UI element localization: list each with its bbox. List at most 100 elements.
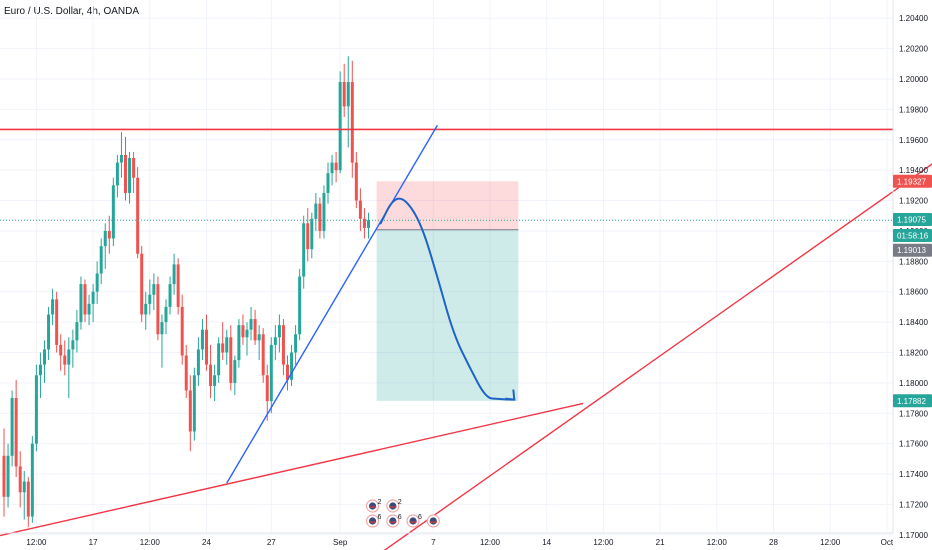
flag-stripe (429, 521, 437, 523)
candle (302, 215, 306, 289)
time-tick-label: 12:00 (820, 538, 841, 547)
candle (225, 329, 229, 365)
candle-body (10, 398, 14, 456)
candle-body (241, 325, 245, 338)
candle-body (200, 329, 204, 350)
candle (200, 319, 204, 361)
candle (205, 314, 208, 371)
candle-body (225, 337, 229, 353)
candle-body (354, 162, 358, 201)
candle (209, 344, 213, 399)
flag-stripe (409, 521, 417, 523)
candle-body (326, 173, 330, 193)
candle-body (180, 306, 184, 356)
candle-body (26, 481, 30, 517)
flag-icon (368, 502, 377, 510)
event-marker[interactable]: 2 (386, 499, 402, 513)
flag-stripe (389, 521, 397, 523)
candle (241, 314, 245, 345)
economic-events[interactable]: 2 2 6 6 6 (365, 499, 440, 528)
candle-body (30, 443, 34, 517)
trendline[interactable] (348, 159, 932, 550)
candle-body (196, 349, 200, 376)
event-count: 6 (398, 514, 402, 521)
price-tag (893, 228, 932, 242)
candle (358, 188, 362, 231)
candle (87, 294, 91, 326)
candle (330, 154, 334, 186)
time-tick-label: 12:00 (480, 538, 501, 547)
candle (172, 253, 176, 295)
candle-body (18, 466, 22, 493)
candle-body (306, 223, 310, 250)
price-tick-label: 1.18600 (899, 288, 928, 297)
time-axis[interactable]: 12:00 17 12:00 24 27 Sep 7 12:00 14 12:00 21 12:00 2… (0, 532, 894, 547)
price-tag-label: 1.19013 (897, 246, 926, 255)
candle (144, 291, 148, 330)
candle-body (67, 349, 71, 365)
candle-body (172, 264, 176, 285)
trendline[interactable] (0, 402, 584, 537)
candle (362, 208, 366, 239)
candle-body (152, 284, 156, 295)
time-tick-label: 21 (656, 538, 665, 547)
candle-body (79, 284, 83, 323)
event-marker[interactable]: 6 (365, 514, 382, 528)
candle (30, 436, 34, 523)
candle (79, 276, 83, 330)
price-tag (893, 174, 932, 188)
flag-stripe (368, 521, 377, 523)
forecast-curve[interactable] (379, 197, 516, 401)
candle (136, 167, 140, 259)
event-marker[interactable]: 2 (365, 499, 382, 513)
time-tick-label: 7 (431, 538, 436, 547)
chart-title: Euro / U.S. Dollar, 4h, OANDA (4, 6, 140, 17)
candle (196, 337, 200, 386)
time-tick-label: 27 (267, 538, 276, 547)
candle (281, 319, 285, 376)
candle (47, 306, 51, 361)
candle (160, 314, 164, 368)
candle (326, 162, 330, 204)
price-tag-label: 01:58:16 (897, 231, 929, 240)
candle-body (257, 334, 261, 341)
candle-body (314, 203, 318, 219)
price-tick-label: 1.17600 (899, 440, 928, 449)
candle (314, 192, 318, 231)
drawings[interactable] (0, 124, 932, 550)
event-count: 2 (378, 499, 382, 506)
candle-body (269, 344, 273, 402)
time-tick-label: 12:00 (140, 538, 161, 547)
candle (184, 344, 188, 399)
candle (18, 451, 22, 508)
candle (367, 212, 370, 239)
candle (2, 428, 6, 517)
position-tool[interactable] (376, 181, 519, 401)
candle-body (213, 375, 217, 386)
candle-body (229, 337, 233, 383)
candle (55, 291, 59, 353)
price-axis[interactable]: 1.20400 1.20200 1.20000 1.19800 1.19600 1.194… (892, 0, 932, 540)
event-marker[interactable] (426, 514, 440, 528)
price-tick-label: 1.18000 (899, 379, 928, 388)
candle-body (148, 294, 152, 304)
event-marker[interactable]: 6 (406, 514, 422, 528)
candle-body (253, 319, 257, 341)
price-tick-label: 1.17000 (899, 531, 928, 540)
time-tick-label: 24 (202, 538, 211, 547)
candle (245, 322, 249, 356)
candle-body (75, 322, 79, 341)
event-marker[interactable]: 6 (386, 514, 402, 528)
trendline[interactable] (226, 124, 438, 484)
candle-body (277, 325, 281, 338)
candle (148, 279, 152, 315)
price-tick-label: 1.17400 (899, 470, 928, 479)
candle-body (115, 162, 119, 186)
candle-body (34, 375, 38, 444)
candle-body (362, 218, 366, 228)
candle (237, 319, 241, 368)
candle (338, 71, 342, 174)
candle (22, 470, 26, 520)
stop-zone[interactable] (376, 181, 519, 230)
